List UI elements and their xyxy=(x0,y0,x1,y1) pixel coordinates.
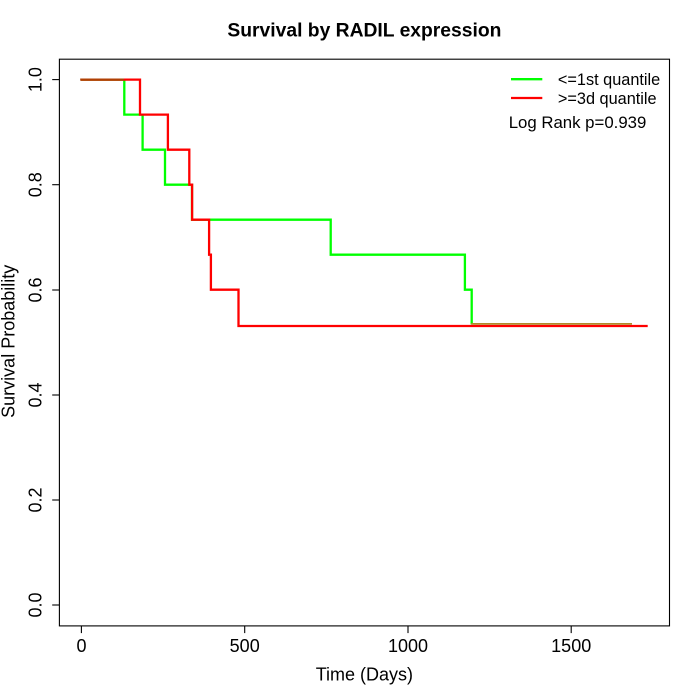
svg-text:0.0: 0.0 xyxy=(25,592,45,617)
svg-text:0.4: 0.4 xyxy=(25,382,45,407)
svg-text:0.8: 0.8 xyxy=(25,172,45,197)
svg-text:0.2: 0.2 xyxy=(25,487,45,512)
svg-text:Time (Days): Time (Days) xyxy=(316,664,413,684)
svg-text:1.0: 1.0 xyxy=(25,67,45,92)
svg-text:Survival by RADIL expression: Survival by RADIL expression xyxy=(227,20,501,41)
svg-text:Log Rank p=0.939: Log Rank p=0.939 xyxy=(509,113,647,132)
svg-text:1000: 1000 xyxy=(388,636,428,656)
svg-text:>=3d quantile: >=3d quantile xyxy=(558,90,657,108)
svg-text:<=1st quantile: <=1st quantile xyxy=(558,71,660,89)
svg-text:Survival Probability: Survival Probability xyxy=(0,265,18,418)
svg-text:500: 500 xyxy=(230,636,260,656)
svg-text:0: 0 xyxy=(76,636,86,656)
svg-text:1500: 1500 xyxy=(551,636,591,656)
svg-text:0.6: 0.6 xyxy=(25,277,45,302)
